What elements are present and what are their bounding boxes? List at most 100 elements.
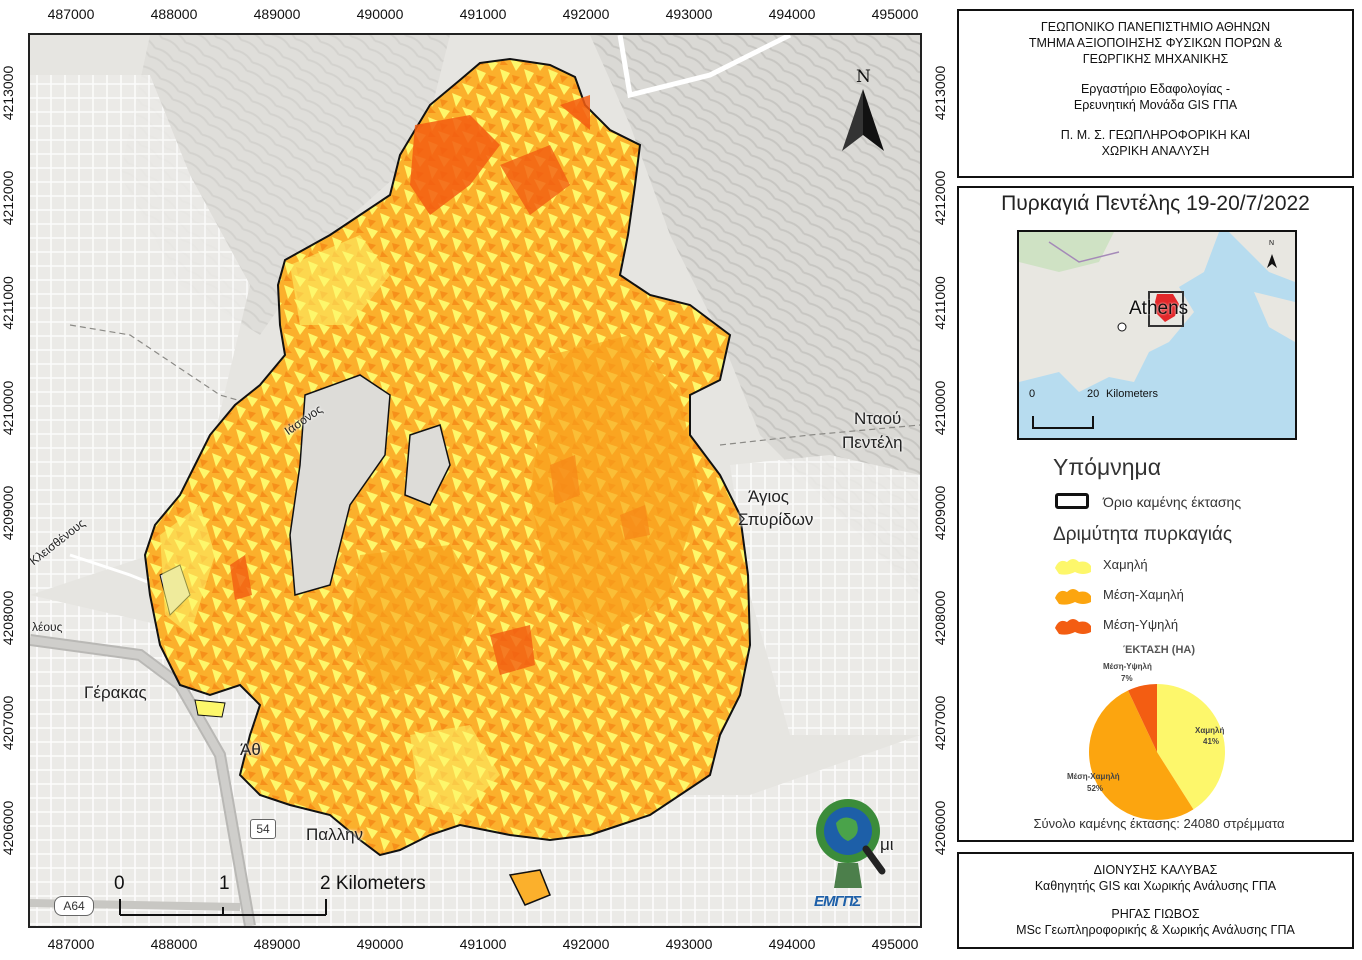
header-line-2: ΤΜΗΜΑ ΑΞΙΟΠΟΙΗΣΗΣ ΦΥΣΙΚΩΝ ΠΟΡΩΝ & [1028, 36, 1283, 50]
inset-scale-20: 20 [1087, 388, 1100, 400]
y-tick-right-4212000: 4212000 [932, 170, 948, 226]
y-tick-left-4211000: 4211000 [0, 276, 16, 330]
boundary-swatch [1055, 493, 1089, 509]
pie-label-low-pct: 41% [1203, 737, 1220, 746]
y-tick-right-4208000: 4208000 [932, 590, 948, 646]
x-tick-bottom-488000: 488000 [150, 936, 198, 952]
pie-label-low-name: Χαμηλή [1195, 726, 1225, 735]
y-tick-left-4208000: 4208000 [0, 590, 16, 646]
credit-role-2: MSc Γεωπληροφορικής & Χωρικής Ανάλυσης Γ… [1016, 923, 1295, 937]
pie-slice-Μέση-Υψηλή [1128, 684, 1157, 752]
header-line-6: Ερευνητική Μονάδα GIS ΓΠΑ [1073, 98, 1238, 112]
info-box: Πυρκαγιά Πεντέλης 19-20/7/2022 Athens N … [957, 186, 1354, 842]
road-badge-a64: A64 [54, 896, 94, 916]
total-area-text: Σύνολο καμένης έκτασης: 24080 στρέμματα [1033, 816, 1285, 831]
y-tick-right-4210000: 4210000 [932, 380, 948, 436]
credit-spacer [959, 894, 1352, 906]
north-arrow: N [838, 67, 888, 157]
x-tick-top-490000: 490000 [356, 6, 404, 22]
y-tick-left-4212000: 4212000 [0, 170, 16, 226]
inset-map: Athens N 0 20 Kilometers [1017, 230, 1297, 440]
inset-basemap [1019, 232, 1295, 429]
pie-slice-Μέση-Χαμηλή [1088, 690, 1194, 821]
x-tick-top-488000: 488000 [150, 6, 198, 22]
legend-label-medhigh: Μέση-Υψηλή [1103, 617, 1179, 632]
globe-magnifier-icon [816, 799, 886, 888]
y-tick-right-4213000: 4213000 [932, 65, 948, 121]
credits-box: ΔΙΟΝΥΣΗΣ ΚΑΛΥΒΑΣ Καθηγητής GIS και Χωρικ… [957, 852, 1354, 949]
scale-bar: 0 1 2 Kilometers [110, 869, 430, 919]
credit-name-2: ΡΗΓΑΣ ΓΙΩΒΟΣ [1111, 907, 1200, 921]
y-tick-right-4206000: 4206000 [932, 800, 948, 856]
scale-label-0: 0 [114, 873, 125, 894]
x-tick-top-489000: 489000 [253, 6, 301, 22]
place-label-penteli: Πεντέλη [842, 433, 903, 452]
pie-title: ΈΚΤΑΣΗ (HA) [1123, 644, 1195, 656]
x-tick-top-494000: 494000 [768, 6, 816, 22]
y-tick-right-4211000: 4211000 [932, 276, 948, 330]
place-label-mi: μι [880, 835, 894, 854]
scale-bar-graphic [119, 899, 327, 916]
x-tick-bottom-489000: 489000 [253, 936, 301, 952]
map-title: Πυρκαγιά Πεντέλης 19-20/7/2022 [1001, 192, 1310, 215]
severity-title: Δριμύτητα πυρκαγιάς [1053, 524, 1233, 545]
legend-label-medlow: Μέση-Χαμηλή [1103, 587, 1184, 602]
x-tick-bottom-494000: 494000 [768, 936, 816, 952]
credit-role-1: Καθηγητής GIS και Χωρικής Ανάλυσης ΓΠΑ [1034, 879, 1277, 893]
x-tick-bottom-490000: 490000 [356, 936, 404, 952]
x-tick-bottom-495000: 495000 [871, 936, 919, 952]
y-tick-left-4206000: 4206000 [0, 800, 16, 856]
x-tick-top-492000: 492000 [562, 6, 610, 22]
north-arrow-icon [842, 89, 884, 151]
pie-label-medhigh-name: Μέση-Υψηλή [1103, 662, 1152, 671]
header-line-5: Εργαστήριο Εδαφολογίας - [1080, 82, 1231, 96]
inset-scale-0: 0 [1029, 388, 1036, 400]
map-frame: Νταού Πεντέλη Άγιος Σπυρίδων Γέρακας Άθ … [28, 33, 922, 928]
x-tick-top-495000: 495000 [871, 6, 919, 22]
y-tick-right-4207000: 4207000 [932, 695, 948, 751]
scale-label-2: 2 Kilometers [320, 873, 426, 894]
inset-north-label: N [1269, 240, 1275, 247]
x-tick-bottom-491000: 491000 [459, 936, 507, 952]
credit-name-1: ΔΙΟΝΥΣΗΣ ΚΑΛΥΒΑΣ [1093, 863, 1218, 877]
legend-swatch-medhigh [1055, 619, 1091, 635]
place-label-agios: Άγιος [748, 487, 789, 506]
place-label-pallini: Παλλην [306, 825, 364, 844]
inset-scale-unit: Kilometers [1106, 388, 1158, 400]
place-label-athos: Άθ [240, 740, 261, 759]
place-label-gerakas: Γέρακας [84, 683, 147, 702]
pie-chart [1088, 684, 1225, 821]
y-tick-left-4213000: 4213000 [0, 65, 16, 121]
logo: ΕΜΓΠΣ [808, 793, 888, 918]
x-tick-bottom-487000: 487000 [47, 936, 95, 952]
boundary-label: Όριο καμένης έκτασης [1103, 494, 1242, 510]
header-box: ΓΕΩΠΟΝΙΚΟ ΠΑΝΕΠΙΣΤΗΜΙΟ ΑΘΗΝΩΝ ΤΜΗΜΑ ΑΞΙΟ… [957, 9, 1354, 178]
pie-label-medlow-pct: 52% [1087, 784, 1104, 793]
header-line-8: Π. Μ. Σ. ΓΕΩΠΛΗΡΟΦΟΡΙΚΗ ΚΑΙ [1060, 128, 1251, 142]
x-tick-top-491000: 491000 [459, 6, 507, 22]
logo-text: ΕΜΓΠΣ [814, 893, 861, 910]
header-line-9: ΧΩΡΙΚΗ ΑΝΑΛΥΣΗ [1101, 144, 1210, 158]
pie-slice-Χαμηλή [1157, 684, 1225, 810]
header-line-3: ΓΕΩΡΓΙΚΗΣ ΜΗΧΑΝΙΚΗΣ [1082, 52, 1229, 66]
road-label-kleous: λέους [32, 620, 63, 634]
scale-label-1: 1 [219, 873, 230, 894]
header-line-1: ΓΕΩΠΟΝΙΚΟ ΠΑΝΕΠΙΣΤΗΜΙΟ ΑΘΗΝΩΝ [1040, 20, 1271, 34]
y-tick-left-4207000: 4207000 [0, 695, 16, 751]
pie-label-medhigh-pct: 7% [1121, 674, 1133, 683]
place-label-ntaou: Νταού [854, 409, 902, 428]
legend-label-low: Χαμηλή [1103, 557, 1148, 572]
y-tick-left-4209000: 4209000 [0, 485, 16, 541]
x-tick-bottom-493000: 493000 [665, 936, 713, 952]
legend-swatch-low [1055, 559, 1091, 575]
basemap [30, 35, 920, 926]
y-tick-left-4210000: 4210000 [0, 380, 16, 436]
north-label: N [856, 67, 871, 87]
x-tick-top-493000: 493000 [665, 6, 713, 22]
x-tick-bottom-492000: 492000 [562, 936, 610, 952]
legend-swatch-medlow [1055, 589, 1091, 605]
header-spacer-1 [959, 67, 1352, 81]
road-badge-54: 54 [250, 819, 276, 839]
header-spacer-2 [959, 113, 1352, 127]
place-label-spyridon: Σπυρίδων [738, 510, 814, 529]
